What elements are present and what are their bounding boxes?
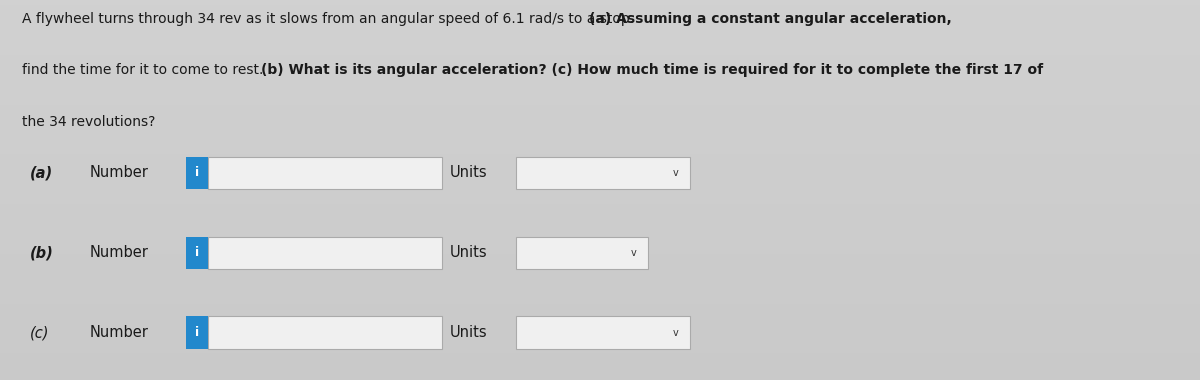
- Text: Number: Number: [90, 245, 149, 260]
- Text: v: v: [673, 168, 678, 178]
- FancyBboxPatch shape: [516, 236, 648, 269]
- Text: Number: Number: [90, 325, 149, 340]
- Text: Units: Units: [450, 165, 487, 180]
- Text: Units: Units: [450, 245, 487, 260]
- Text: A flywheel turns through 34 rev as it slows from an angular speed of 6.1 rad/s t: A flywheel turns through 34 rev as it sl…: [22, 12, 638, 26]
- Text: (a) Assuming a constant angular acceleration,: (a) Assuming a constant angular accelera…: [589, 12, 952, 26]
- FancyBboxPatch shape: [208, 316, 442, 349]
- FancyBboxPatch shape: [516, 316, 690, 349]
- Text: the 34 revolutions?: the 34 revolutions?: [22, 115, 155, 129]
- Text: (b) What is its angular acceleration? (c) How much time is required for it to co: (b) What is its angular acceleration? (c…: [262, 63, 1043, 78]
- Text: i: i: [194, 166, 199, 179]
- Text: v: v: [631, 248, 636, 258]
- Text: Number: Number: [90, 165, 149, 180]
- FancyBboxPatch shape: [186, 157, 208, 189]
- Text: v: v: [673, 328, 678, 337]
- Text: i: i: [194, 326, 199, 339]
- Text: i: i: [194, 246, 199, 259]
- FancyBboxPatch shape: [186, 236, 208, 269]
- Text: (b): (b): [30, 245, 54, 260]
- FancyBboxPatch shape: [208, 157, 442, 189]
- FancyBboxPatch shape: [208, 236, 442, 269]
- FancyBboxPatch shape: [516, 157, 690, 189]
- Text: (c): (c): [30, 325, 49, 340]
- Text: find the time for it to come to rest.: find the time for it to come to rest.: [22, 63, 268, 78]
- Text: (a): (a): [30, 165, 53, 180]
- FancyBboxPatch shape: [186, 316, 208, 349]
- Text: Units: Units: [450, 325, 487, 340]
